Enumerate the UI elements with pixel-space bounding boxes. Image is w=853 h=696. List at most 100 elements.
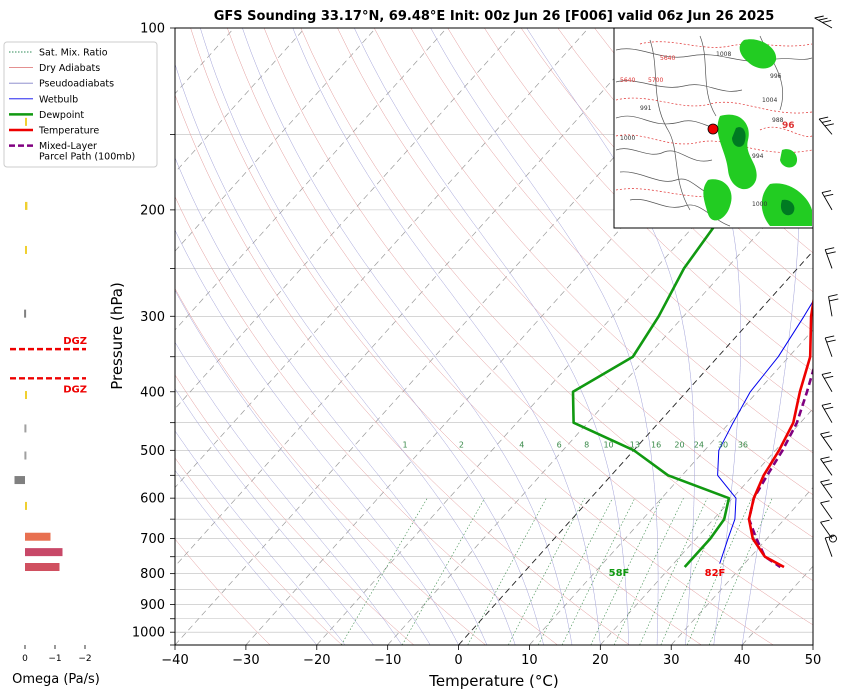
y-tick-label: 900 [140,598,165,613]
dry-adiabat-line [337,28,813,538]
x-tick-label: 10 [521,653,538,668]
omega-bar [25,117,27,126]
wind-barb-flag [825,247,835,251]
x-tick-label: −20 [303,653,330,668]
y-tick-label: 1000 [132,626,165,641]
omega-tick-label: −1 [48,654,61,664]
pseudoadiabat-line [354,28,629,645]
legend-label: Dewpoint [39,110,84,121]
pseudoadiabat-line [175,430,346,645]
pseudoadiabat-line [242,28,573,645]
legend-label: Pseudoadiabats [39,79,114,90]
wind-barb-flag [821,402,832,406]
omega-bar [25,548,63,557]
y-tick-label: 700 [140,532,165,547]
sat-mix-ratio-line [341,498,428,645]
x-tick-label: −10 [374,653,401,668]
wind-barb-staff [814,17,833,29]
sat-mix-ratio-line [401,498,485,645]
wind-barb-flag [824,193,834,197]
legend-label: Parcel Path (100mb) [39,152,135,163]
inset-contour-label: 994 [752,153,764,160]
dry-adiabats [175,28,813,645]
sat-mix-ratio-line [467,498,547,645]
mix-ratio-label: 8 [584,440,589,449]
surface-temperature-label: 82F [705,568,726,579]
omega-bar [24,451,27,460]
wind-barb-staff [820,502,833,520]
dgz-label: DGZ [63,384,87,395]
omega-panel: DGZ DGZ 0 −1 −2 Omega (Pa/s) [10,117,100,687]
pseudoadiabat-line [175,388,374,645]
legend: Sat. Mix. Ratio Dry Adiabats Pseudoadiabat… [3,41,158,168]
zero-isotherm [458,250,813,645]
legend-label: Dry Adiabats [39,63,100,74]
x-tick-label: −40 [161,653,188,668]
dry-adiabat-line [175,538,271,645]
y-axis-label: Pressure (hPa) [108,282,126,390]
inset-contour-label: 1008 [716,51,731,58]
wind-barb-staff [821,405,833,423]
wind-barb-staff [824,249,833,269]
wind-barbs [814,15,839,557]
inset-location-marker [707,123,719,135]
inset-contour-label: 5700 [648,77,663,84]
dry-adiabat-line [263,28,813,626]
dry-adiabat-line [447,28,813,413]
inset-contour-label: 988 [772,117,784,124]
wind-barb-staff [828,296,833,317]
y-tick-label: 200 [140,203,165,218]
wind-barb-staff [824,337,833,357]
mix-ratio-label: 13 [630,440,640,449]
wind-barb-flag [826,339,836,343]
wind-barb-flag [824,406,834,410]
legend-label: Mixed-Layer [39,141,97,152]
x-tick-label: 30 [663,653,680,668]
wind-barb-flag [825,335,835,339]
inset-contour-label: 1000 [752,201,767,208]
dry-adiabat-line [410,28,813,454]
isotherm-line [175,28,518,410]
wind-barb-flag [820,500,830,504]
legend-label: Wetbulb [39,94,78,105]
isotherm-line [175,28,306,173]
x-tick-label: 40 [734,653,751,668]
dry-adiabat-line [190,28,702,645]
mix-ratio-label: 6 [557,440,562,449]
omega-bar [24,424,27,433]
sat-mix-ratio-line [590,498,662,645]
omega-tick-label: −2 [78,654,91,664]
series-line-wetbulb [717,300,813,564]
sat-mix-ratio-lines [341,498,773,645]
plot-frame [174,27,814,646]
wind-barb-staff [821,192,833,211]
dry-adiabat-line [175,94,630,645]
isotherm-line [175,28,660,567]
mix-ratio-labels: 1 2 4 6 8 10 13 16 20 24 30 36 [403,440,748,449]
x-tick-label: 50 [805,653,822,668]
pseudoadiabat-line [646,28,741,645]
y-tick-label: 100 [140,22,165,37]
y-tick-label: 300 [140,310,165,325]
dry-adiabat-line [227,28,774,645]
isobar-gridlines [175,28,813,645]
omega-bar [25,501,27,510]
wind-calm-circle [829,534,837,543]
dry-adiabat-line [373,28,813,496]
sat-mix-ratio-line [660,498,728,645]
sat-mix-ratio-line [639,498,708,645]
dry-adiabat-line [175,288,486,645]
wind-barb-flag [822,435,833,438]
wind-barb-flag [820,519,830,523]
mix-ratio-label: 24 [694,440,704,449]
sat-mix-ratio-line [613,498,684,645]
legend-label: Temperature [38,126,99,137]
omega-bar [25,391,27,400]
sat-mix-ratio-line [538,498,613,645]
omega-tick-label: 0 [22,654,28,664]
isotherm-line [529,329,813,645]
x-tick-label: −30 [232,653,259,668]
pseudoadiabat-line [526,28,695,645]
wind-barb-flag [818,17,828,21]
